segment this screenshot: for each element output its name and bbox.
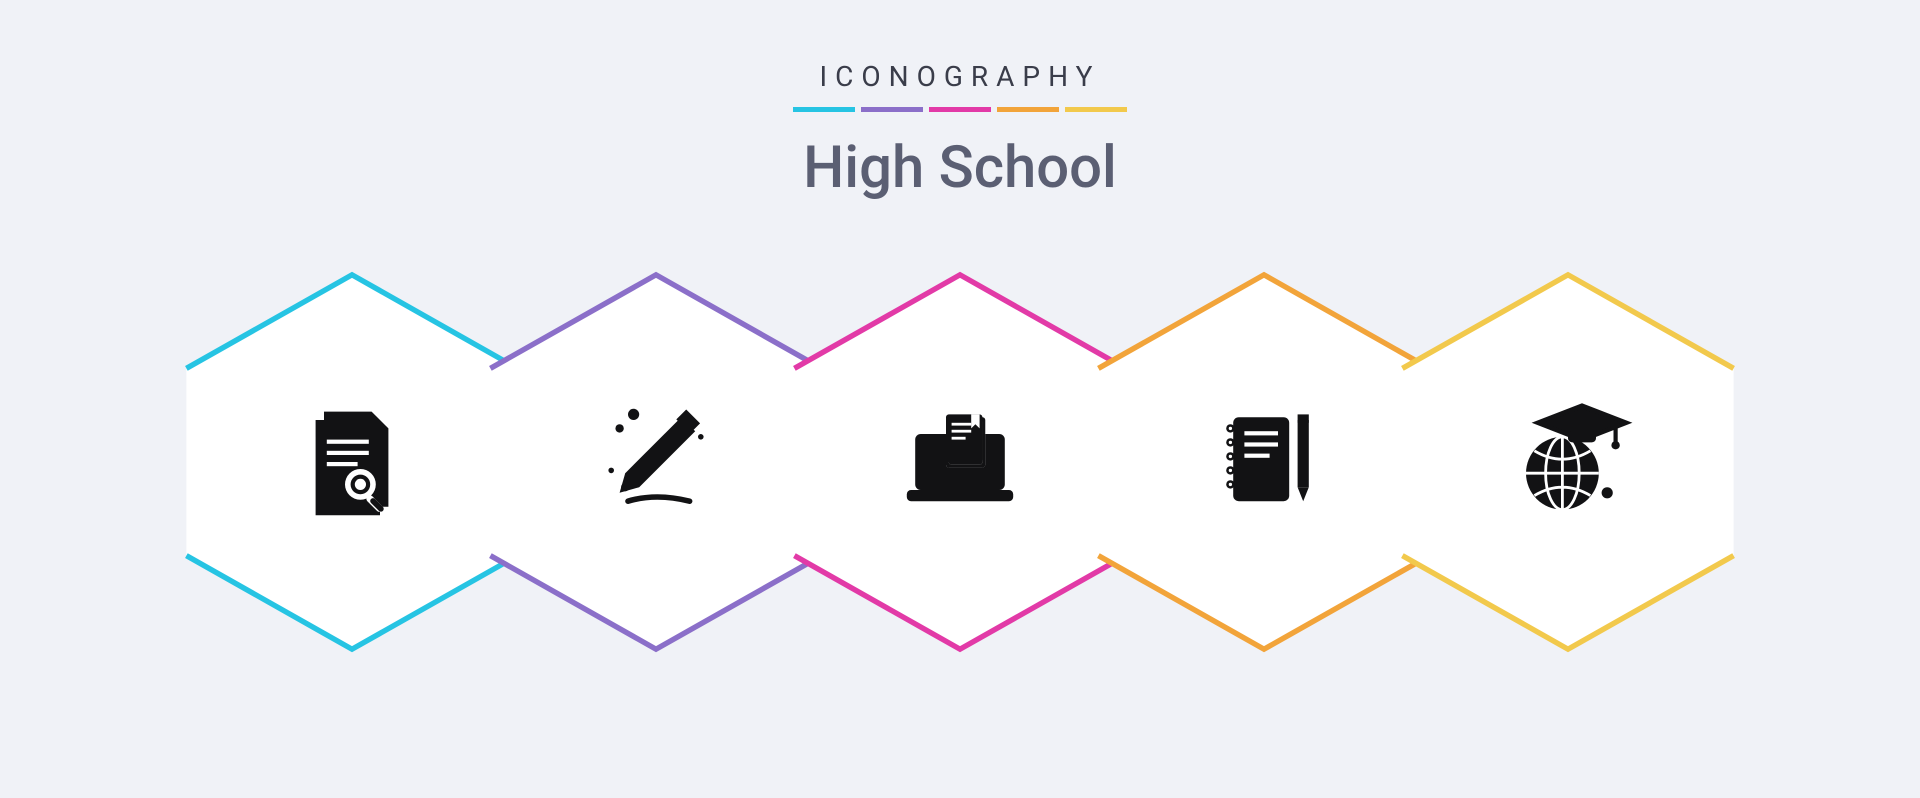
accent-bar [1065,107,1127,112]
globe-cap-icon [1498,392,1638,532]
document-search-icon [282,392,422,532]
accent-bar [997,107,1059,112]
hex-tile [1388,262,1748,662]
page-title: High School [793,134,1127,202]
pencil-write-icon [586,392,726,532]
accent-bars [793,107,1127,112]
icon-row [100,262,1820,682]
accent-bar [929,107,991,112]
accent-bar [861,107,923,112]
brand-label: ICONOGRAPHY [793,60,1127,93]
accent-bar [793,107,855,112]
notebook-pencil-icon [1194,392,1334,532]
laptop-doc-icon [890,392,1030,532]
